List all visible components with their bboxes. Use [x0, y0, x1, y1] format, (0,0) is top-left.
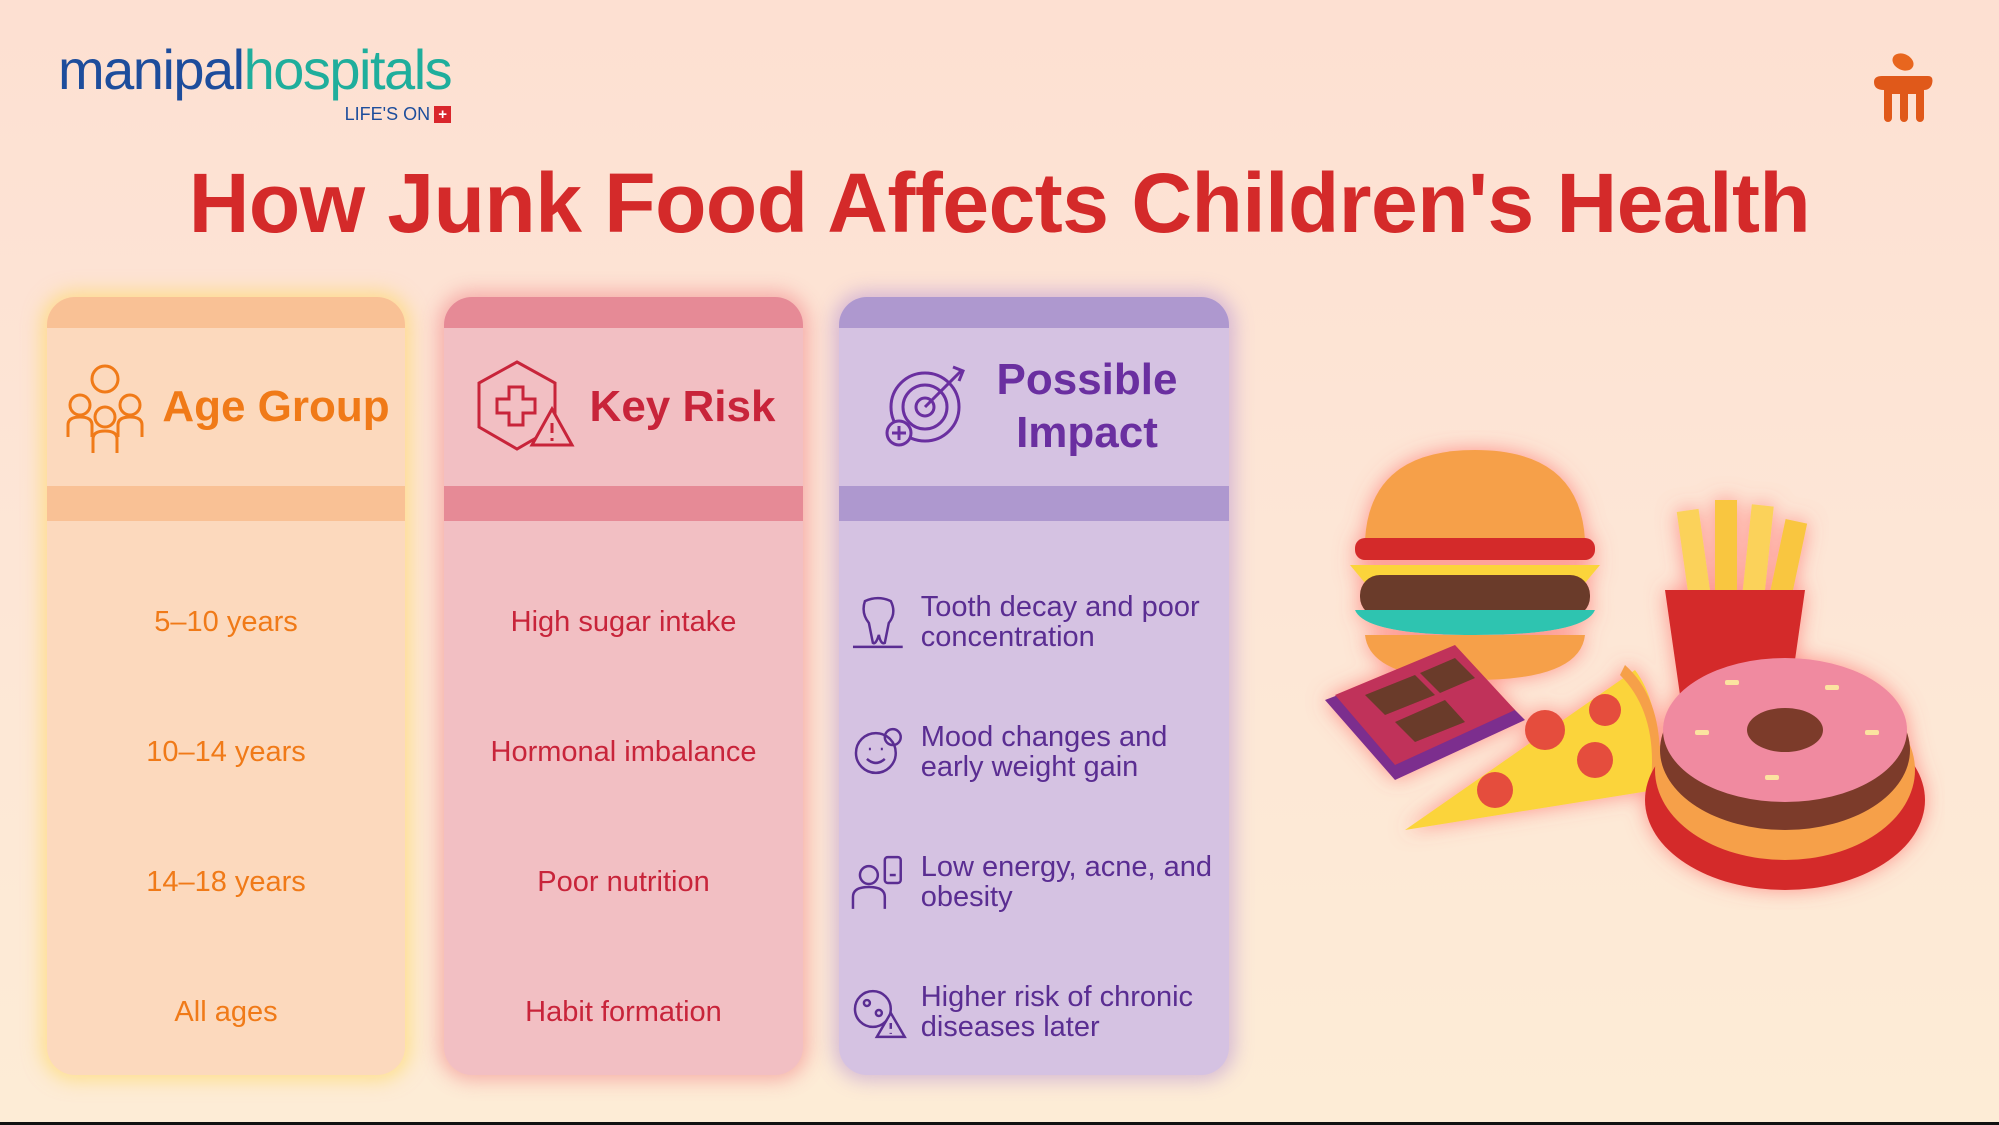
table-cell: Low energy, acne, and obesity [839, 817, 1229, 947]
chocolate [1325, 645, 1525, 780]
family-icon [66, 364, 144, 453]
table-cell: 10–14 years [146, 735, 306, 768]
table-cell: Habit formation [525, 995, 722, 1028]
tooth-decay-icon [852, 596, 903, 649]
table-cell: Tooth decay and poor concentration [839, 557, 1229, 687]
target-health-icon [885, 365, 965, 447]
table-cell: Higher risk of chronic diseases later [839, 947, 1229, 1075]
bottom-edge [0, 1122, 1999, 1125]
chronic-disease-icon [853, 989, 907, 1039]
column-header: Age Group [162, 382, 390, 431]
table-cell: Poor nutrition [537, 865, 710, 898]
cross-icon: + [434, 106, 452, 123]
table-cell: High sugar intake [510, 605, 737, 638]
table-cell: All ages [174, 995, 278, 1028]
manipal-hospitals-logo: manipalhospitals LIFE'S ON + [58, 42, 453, 125]
page-title: How Junk Food Affects Children's Health [188, 156, 1811, 250]
pizza [1405, 665, 1660, 830]
brand-mark-icon [1874, 53, 1933, 122]
table-cell: Mood changes and early weight gain [839, 687, 1229, 817]
medical-warning-icon [477, 360, 575, 451]
column-header: Possible Impact [996, 355, 1178, 457]
burger [1350, 450, 1600, 680]
column-header: Key Risk [589, 382, 776, 431]
impact-text: Low energy, acne, and obesity [920, 850, 1212, 913]
impact-text: Mood changes and early weight gain [920, 720, 1168, 783]
column-key-risk: Key Risk High sugar intake Hormonal imba… [444, 297, 803, 1075]
logo-tagline: LIFE'S ON [344, 104, 431, 124]
table-cell: 5–10 years [154, 605, 298, 638]
low-energy-icon [851, 855, 902, 909]
column-age-group: Age Group 5–10 years 10–14 years 14–18 y… [47, 297, 405, 1075]
logo-text-2: hospitals [243, 38, 453, 101]
mood-icon [854, 727, 902, 775]
logo-text-1: manipal [58, 38, 245, 101]
table-cell: Hormonal imbalance [490, 735, 757, 768]
column-possible-impact: Possible Impact Tooth decay and poor con… [839, 297, 1229, 1075]
junk-food-illustration [1325, 450, 1925, 890]
table-cell: 14–18 years [146, 865, 306, 898]
impact-text: Tooth decay and poor concentration [920, 590, 1200, 653]
impact-text: Higher risk of chronic diseases later [920, 980, 1194, 1043]
donut [1645, 658, 1925, 890]
